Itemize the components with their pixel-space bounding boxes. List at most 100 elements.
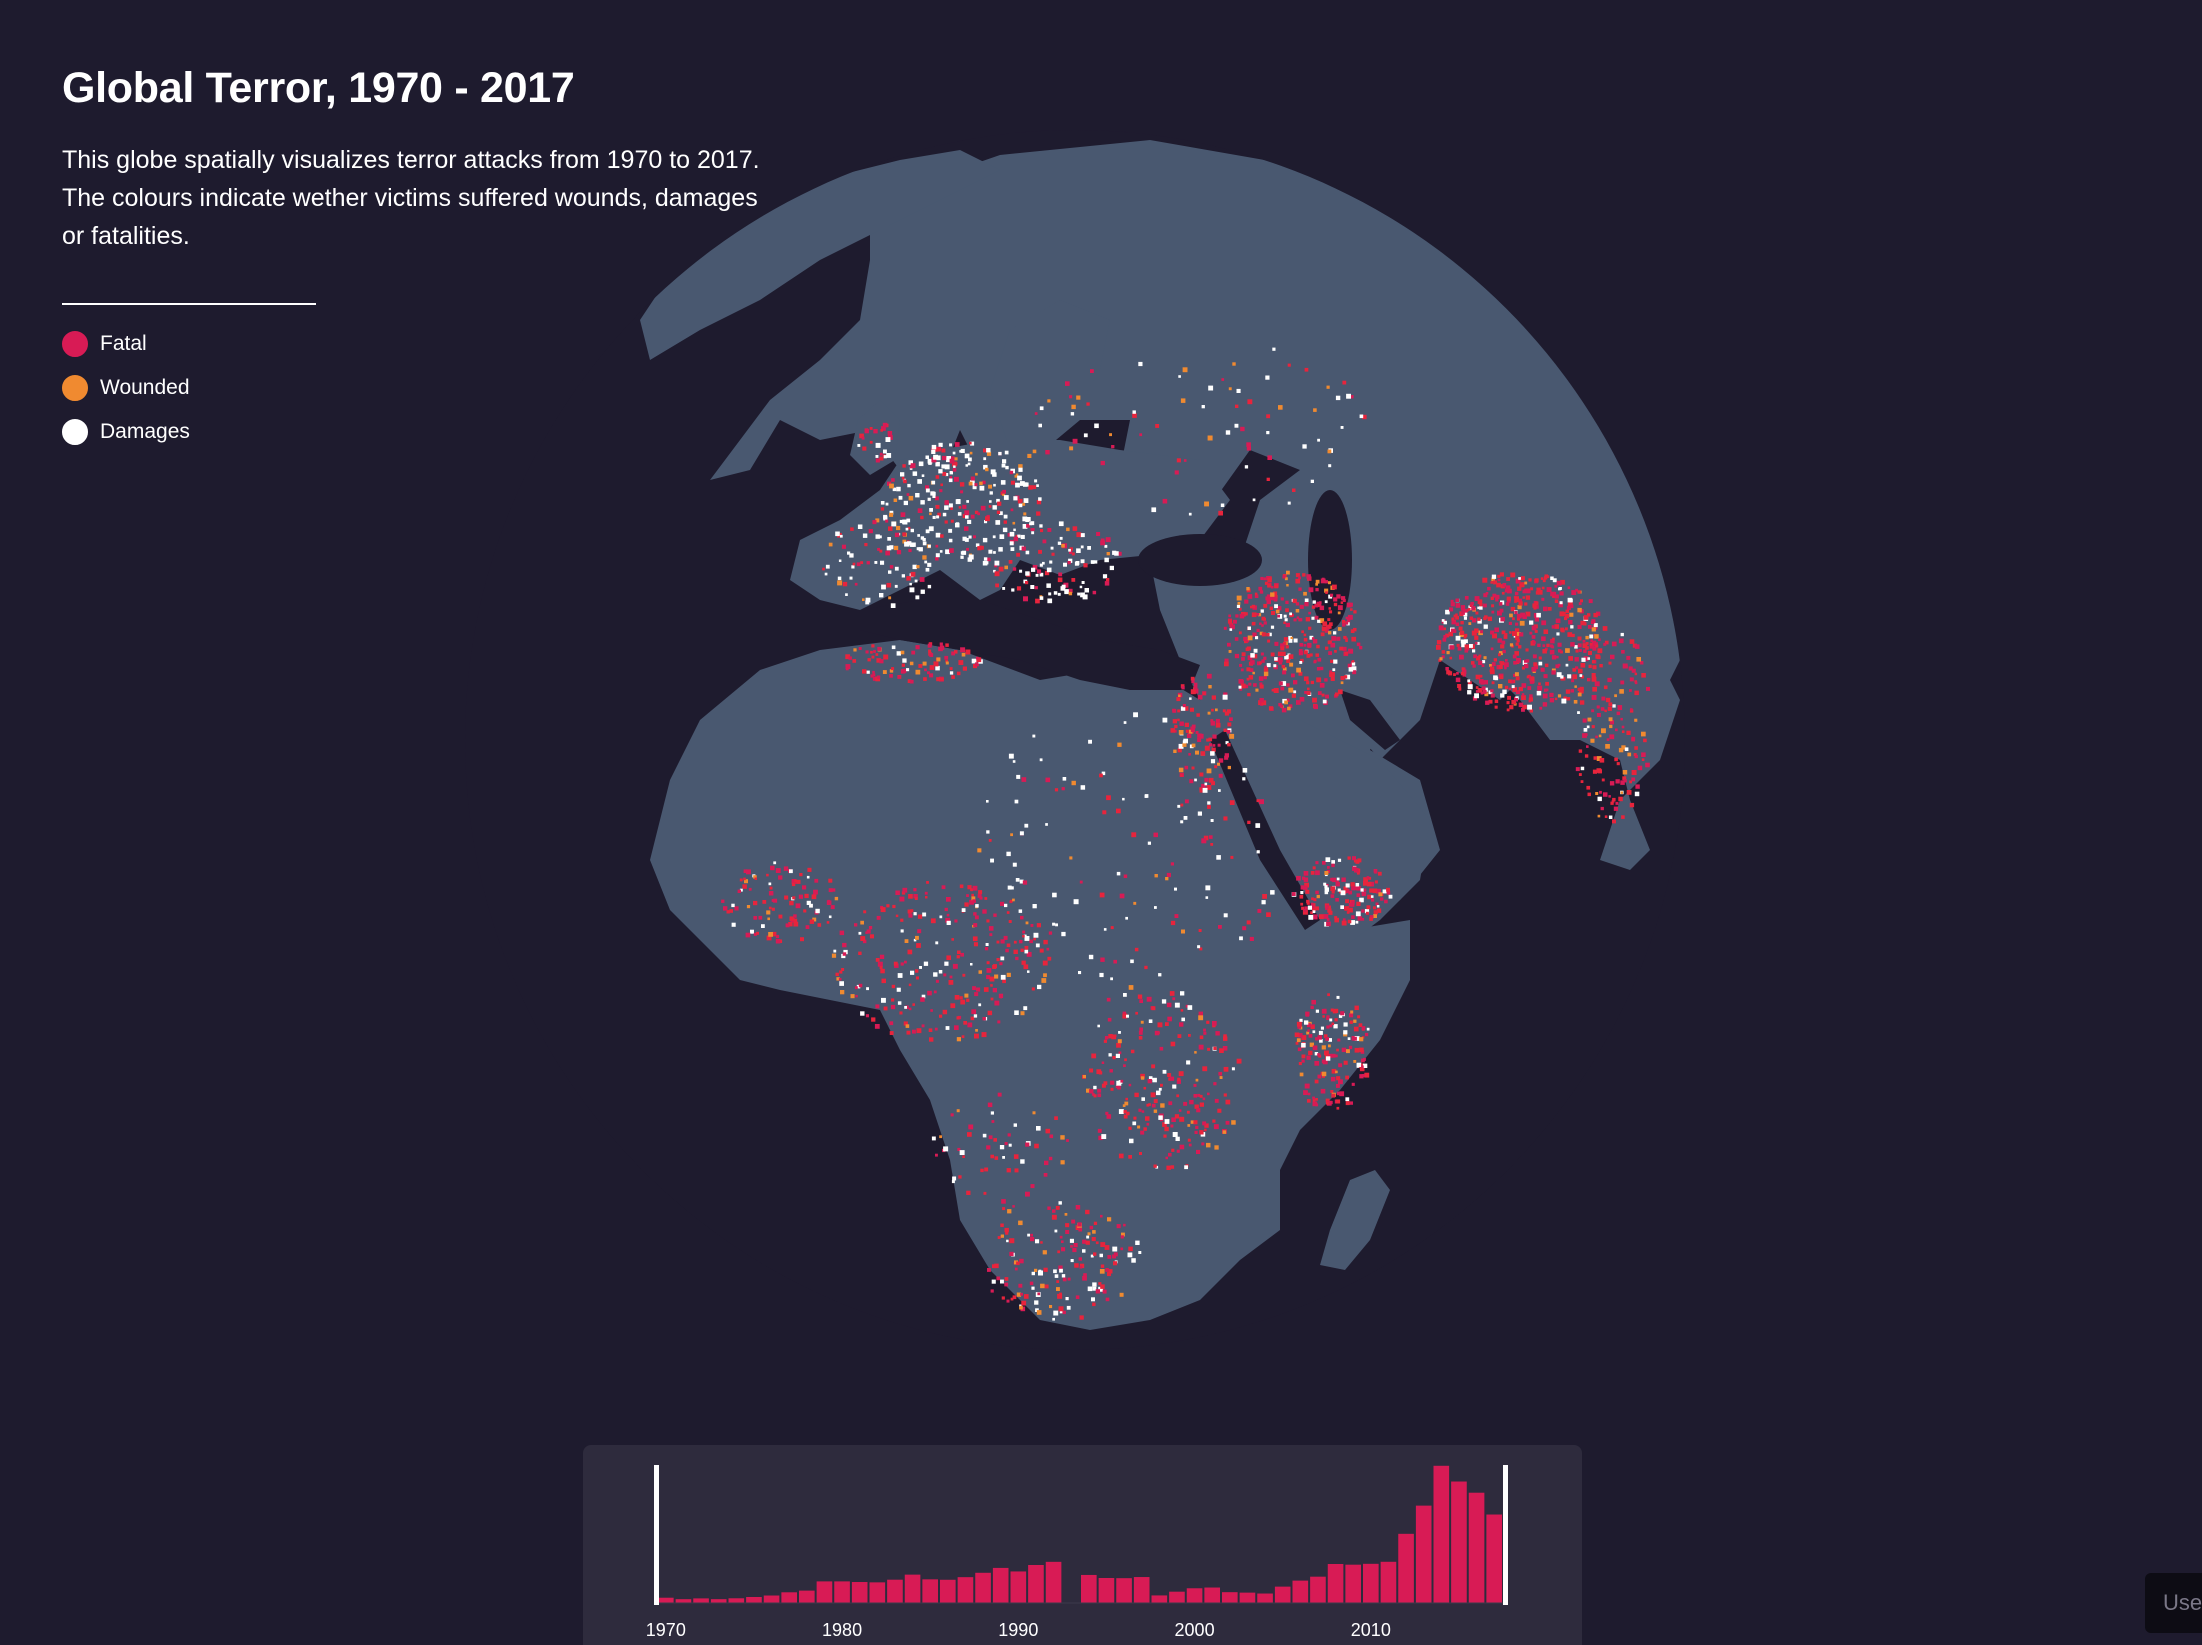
attack-marker xyxy=(1203,1031,1207,1035)
attack-marker xyxy=(1439,657,1443,661)
attack-marker xyxy=(1301,630,1304,634)
histogram-bar-2012 xyxy=(1398,1533,1414,1603)
histogram-bar-1978 xyxy=(799,1590,815,1603)
attack-marker xyxy=(1222,694,1228,700)
attack-marker xyxy=(793,921,799,927)
attack-marker xyxy=(1643,738,1647,743)
corner-tab[interactable]: Use xyxy=(2145,1573,2202,1633)
attack-marker xyxy=(1326,1025,1330,1029)
attack-marker xyxy=(1204,501,1209,507)
attack-marker xyxy=(1176,1149,1180,1153)
attack-marker xyxy=(967,1022,973,1028)
attack-marker xyxy=(1344,906,1350,911)
attack-marker xyxy=(1223,728,1227,732)
legend-item-wounded: Wounded xyxy=(62,373,782,403)
attack-marker xyxy=(1372,906,1376,910)
attack-marker xyxy=(1308,611,1311,615)
attack-marker xyxy=(1490,689,1494,693)
attack-marker xyxy=(1267,639,1271,643)
attack-marker xyxy=(956,1109,960,1113)
attack-marker xyxy=(1012,898,1015,902)
attack-marker xyxy=(1312,639,1318,644)
attack-marker xyxy=(753,875,757,879)
attack-marker xyxy=(1331,1053,1336,1058)
attack-marker xyxy=(935,504,940,509)
attack-marker xyxy=(945,659,948,663)
attack-marker xyxy=(1128,1246,1133,1252)
attack-marker xyxy=(1280,643,1285,648)
attack-marker xyxy=(1330,1090,1334,1094)
attack-marker xyxy=(975,543,980,547)
attack-marker xyxy=(1169,991,1175,996)
attack-marker xyxy=(1031,567,1036,572)
attack-marker xyxy=(1018,467,1023,472)
attack-marker xyxy=(941,464,946,469)
attack-marker xyxy=(1261,616,1266,621)
attack-marker xyxy=(977,848,982,853)
attack-marker xyxy=(916,547,920,551)
attack-marker xyxy=(935,1153,938,1157)
attack-marker xyxy=(1223,913,1228,918)
attack-marker xyxy=(913,912,917,916)
attack-marker xyxy=(900,650,905,655)
attack-marker xyxy=(1137,1125,1141,1129)
attack-marker xyxy=(1260,576,1264,580)
attack-marker xyxy=(983,448,987,453)
attack-marker xyxy=(1315,604,1318,608)
attack-marker xyxy=(1158,1115,1163,1120)
attack-marker xyxy=(1565,648,1570,653)
attack-marker xyxy=(1348,667,1354,672)
attack-marker xyxy=(739,888,743,892)
attack-marker xyxy=(1071,1219,1076,1224)
histogram-bar-1998 xyxy=(1151,1595,1168,1603)
attack-marker xyxy=(1044,1160,1049,1166)
attack-marker xyxy=(1068,548,1071,552)
attack-marker xyxy=(1307,1092,1311,1096)
attack-marker xyxy=(946,913,950,917)
attack-marker xyxy=(1103,928,1107,931)
attack-marker xyxy=(934,1027,938,1031)
attack-marker xyxy=(1311,999,1316,1005)
attack-marker xyxy=(840,990,845,995)
attack-marker xyxy=(1308,1034,1313,1038)
attack-marker xyxy=(1174,724,1178,729)
attack-marker xyxy=(1342,646,1347,651)
attack-marker xyxy=(1058,1306,1064,1312)
brush-handle-right[interactable] xyxy=(1503,1465,1508,1605)
attack-marker xyxy=(1264,581,1269,585)
histogram-bar-2016 xyxy=(1468,1492,1485,1603)
attack-marker xyxy=(1515,676,1520,681)
attack-marker xyxy=(970,441,975,446)
attack-marker xyxy=(1123,993,1127,997)
attack-marker xyxy=(746,905,751,909)
attack-marker xyxy=(1477,599,1483,605)
attack-marker xyxy=(1598,638,1601,641)
attack-marker xyxy=(1123,1064,1126,1067)
attack-marker xyxy=(982,480,986,485)
brush-handle-left[interactable] xyxy=(654,1465,659,1605)
attack-marker xyxy=(1190,689,1196,695)
attack-marker xyxy=(1362,1063,1368,1068)
attack-marker xyxy=(1010,899,1013,903)
attack-marker xyxy=(1356,893,1361,897)
attack-marker xyxy=(1274,641,1279,646)
attack-marker xyxy=(1054,1116,1058,1120)
attack-marker xyxy=(1567,586,1571,589)
attack-marker xyxy=(1315,1037,1319,1041)
attack-marker xyxy=(1229,717,1233,721)
attack-marker xyxy=(1331,1068,1337,1074)
attack-marker xyxy=(1461,669,1467,674)
attack-marker xyxy=(839,930,845,936)
attack-marker xyxy=(1534,601,1539,606)
attack-marker xyxy=(1097,1088,1102,1093)
black-sea xyxy=(1138,534,1262,586)
attack-marker xyxy=(1331,877,1337,883)
attack-marker xyxy=(1303,676,1309,682)
attack-marker xyxy=(831,953,837,958)
attack-marker xyxy=(1587,625,1592,629)
attack-marker xyxy=(1021,777,1027,782)
attack-marker xyxy=(1279,704,1283,708)
timeline-histogram[interactable]: 1970 1980 1990 2000 2010 xyxy=(583,1445,1582,1645)
attack-marker xyxy=(1491,604,1495,608)
